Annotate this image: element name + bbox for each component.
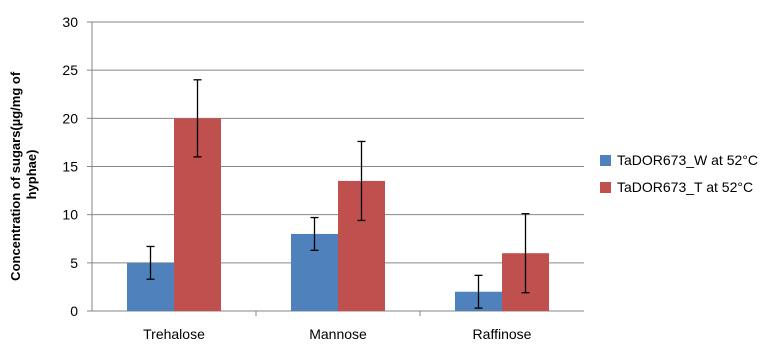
legend-label-series-2: TaDOR673_T at 52°C: [617, 179, 753, 195]
x-category-label: Trehalose: [143, 326, 205, 342]
y-tick-label: 20: [62, 110, 78, 126]
legend-swatch-series-1: [600, 155, 611, 166]
x-category-label: Mannose: [309, 326, 367, 342]
y-tick-label: 25: [62, 62, 78, 78]
y-axis-title-line-1: Concentration of sugars(µg/mg of: [8, 71, 23, 281]
y-axis-title: Concentration of sugars(µg/mg of hyphae): [8, 68, 39, 281]
y-tick-labels: 0 5 10 15 20 25 30: [62, 14, 78, 319]
x-category-label: Raffinose: [473, 326, 532, 342]
y-tick-label: 5: [70, 255, 78, 271]
y-axis-title-line-2: hyphae): [24, 150, 39, 200]
y-tick-label: 15: [62, 159, 78, 175]
bars: [127, 118, 549, 311]
legend-label-series-1: TaDOR673_W at 52°C: [617, 152, 758, 168]
y-tick-label: 10: [62, 207, 78, 223]
error-bars: [146, 79, 530, 309]
x-category-labels: Trehalose Mannose Raffinose: [143, 326, 532, 342]
legend-swatch-series-2: [600, 182, 611, 193]
legend: TaDOR673_W at 52°C TaDOR673_T at 52°C: [600, 152, 758, 195]
y-tick-label: 0: [70, 303, 78, 319]
y-tick-label: 30: [62, 14, 78, 30]
